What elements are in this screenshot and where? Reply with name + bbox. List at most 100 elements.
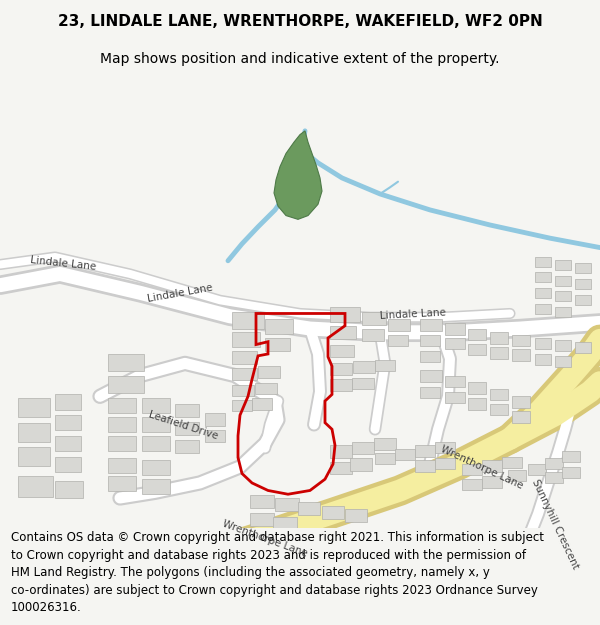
Bar	[445, 323, 465, 335]
Bar	[435, 441, 455, 452]
Bar	[445, 338, 465, 349]
Bar	[512, 411, 530, 422]
Bar	[555, 276, 571, 286]
Bar	[55, 415, 81, 430]
Bar	[252, 398, 272, 409]
Bar	[250, 495, 274, 508]
Bar	[375, 452, 395, 464]
Bar	[490, 348, 508, 359]
Bar	[353, 361, 375, 372]
Bar	[258, 366, 280, 379]
Bar	[345, 509, 367, 522]
Bar	[142, 398, 170, 413]
Bar	[108, 354, 144, 371]
Bar	[535, 338, 551, 349]
Bar	[352, 378, 374, 389]
Text: Lindale Lane: Lindale Lane	[380, 308, 446, 321]
Bar	[395, 449, 415, 461]
Bar	[55, 436, 81, 451]
Bar	[490, 389, 508, 400]
Bar	[350, 459, 372, 471]
Bar	[468, 382, 486, 394]
Bar	[468, 329, 486, 340]
Bar	[18, 398, 50, 417]
Bar	[232, 400, 252, 411]
Bar	[415, 445, 435, 457]
Bar	[18, 422, 50, 441]
Bar	[142, 461, 170, 476]
Text: Contains OS data © Crown copyright and database right 2021. This information is : Contains OS data © Crown copyright and d…	[11, 531, 544, 614]
Bar	[502, 457, 522, 468]
Text: Wrenthorpe Lane: Wrenthorpe Lane	[439, 444, 525, 491]
Bar	[562, 467, 580, 478]
Bar	[555, 307, 571, 318]
Bar	[575, 279, 591, 289]
Bar	[555, 260, 571, 270]
Bar	[330, 307, 360, 322]
Bar	[18, 476, 53, 497]
Text: Wrenthorpe Lane: Wrenthorpe Lane	[221, 519, 309, 559]
Bar	[528, 464, 546, 476]
Bar	[490, 404, 508, 415]
Bar	[232, 312, 264, 329]
Bar	[535, 354, 551, 365]
Bar	[512, 396, 530, 408]
Bar	[108, 417, 136, 432]
Bar	[575, 342, 591, 353]
Polygon shape	[274, 131, 322, 219]
Bar	[330, 363, 352, 374]
Bar	[420, 387, 440, 398]
Text: Lindale Lane: Lindale Lane	[146, 283, 214, 304]
Bar	[352, 441, 374, 454]
Bar	[555, 291, 571, 301]
Bar	[142, 436, 170, 451]
Bar	[142, 417, 170, 432]
Bar	[545, 458, 563, 469]
Text: Sunnyhill Crescent: Sunnyhill Crescent	[530, 478, 581, 571]
Bar	[175, 439, 199, 452]
Bar	[273, 517, 297, 530]
Bar	[420, 335, 440, 346]
Bar	[108, 458, 136, 472]
Bar	[468, 398, 486, 409]
Bar	[545, 472, 563, 483]
Bar	[420, 351, 440, 362]
Bar	[535, 304, 551, 314]
Bar	[330, 462, 352, 474]
Bar	[330, 379, 352, 391]
Bar	[468, 344, 486, 355]
Bar	[512, 335, 530, 346]
Bar	[362, 312, 386, 325]
Bar	[330, 326, 356, 339]
Bar	[18, 447, 50, 466]
Text: Lindale Lane: Lindale Lane	[30, 255, 97, 271]
Bar	[490, 332, 508, 344]
Bar	[512, 349, 530, 361]
Bar	[420, 370, 442, 382]
Bar	[108, 436, 136, 451]
Bar	[482, 461, 502, 472]
Bar	[55, 481, 83, 498]
Bar	[555, 340, 571, 351]
Bar	[265, 338, 290, 351]
Bar	[508, 470, 526, 481]
Bar	[108, 476, 136, 491]
Bar	[175, 404, 199, 417]
Bar	[298, 502, 320, 515]
Bar	[205, 430, 225, 442]
Bar	[55, 457, 81, 472]
Bar	[55, 394, 81, 409]
Bar	[575, 294, 591, 305]
Bar	[415, 461, 435, 472]
Bar	[205, 413, 225, 426]
Bar	[255, 383, 277, 394]
Bar	[232, 385, 254, 396]
Bar	[265, 319, 293, 334]
Bar	[462, 479, 482, 491]
Text: Leafield Drive: Leafield Drive	[148, 409, 219, 441]
Bar	[420, 319, 442, 331]
Bar	[175, 422, 199, 435]
Bar	[330, 445, 352, 458]
Bar	[535, 288, 551, 298]
Bar	[232, 332, 260, 348]
